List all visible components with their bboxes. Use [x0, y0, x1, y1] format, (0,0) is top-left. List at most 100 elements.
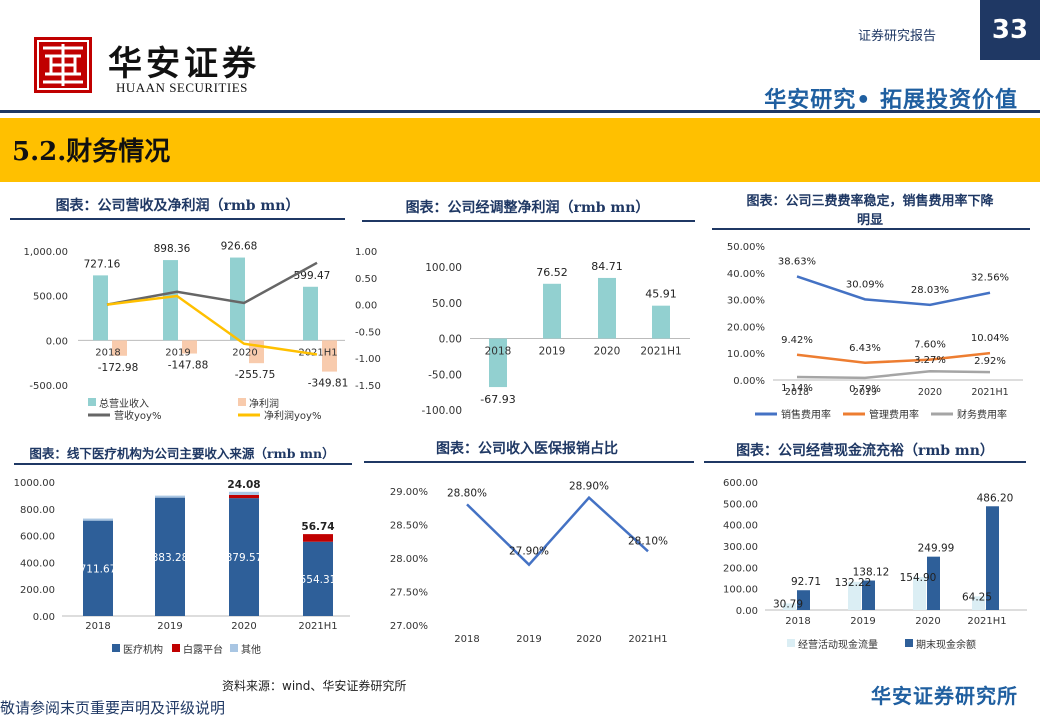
data-label-cash: 138.12: [853, 567, 890, 579]
data-label-revenue: 727.16: [84, 258, 121, 270]
bar-adjusted-profit: [652, 305, 670, 339]
line-series-0: [796, 275, 991, 307]
chart-title-underline: [362, 220, 695, 222]
data-label-net-profit: -147.88: [168, 360, 209, 372]
huaan-seal-logo: [34, 37, 92, 93]
bar-revenue: [303, 286, 318, 341]
x-tick-label: 2019: [157, 621, 182, 632]
bar-revenue: [230, 257, 245, 341]
line-series-1: [796, 351, 991, 365]
y-tick-label: 40.00%: [727, 269, 765, 280]
legend-swatch: [230, 644, 238, 652]
chart-revenue-profit: 1,000.00 500.00 0.00 -500.00 1.00 0.50 0.00 -0.…: [23, 241, 380, 422]
data-label: 2.92%: [974, 356, 1006, 367]
bar-adjusted-profit: [598, 277, 616, 339]
bar-ending-cash: [862, 580, 875, 610]
y-left-tick-label: 1,000.00: [23, 247, 68, 258]
x-tick-label: 2020: [232, 347, 257, 358]
data-label-medical: 711.67: [80, 563, 117, 575]
stacked-bar-segment-0: [229, 498, 259, 616]
chart-title-underline: [14, 463, 352, 465]
x-tick-label: 2020: [918, 387, 942, 398]
x-tick-label: 2018: [85, 621, 110, 632]
data-source-note: 资料来源：wind、华安证券研究所: [222, 679, 407, 693]
y-tick-label: 0.00: [736, 606, 758, 617]
x-tick-label: 2020: [576, 634, 601, 645]
y-tick-label: 500.00: [723, 499, 758, 510]
chart-insurance-share: 29.00% 28.50% 28.00% 27.50% 27.00% 2018 2019 20…: [390, 481, 668, 645]
data-label: 27.90%: [509, 546, 549, 558]
data-label-platform: 56.74: [301, 521, 334, 533]
header-slogan: 华安研究• 拓展投资价值: [764, 88, 1018, 113]
data-label-revenue: 599.47: [294, 270, 331, 282]
data-label-cash: 249.99: [918, 543, 955, 555]
chart-title-adjusted-profit: 图表：公司经调整净利润（rmb mn）: [405, 200, 650, 216]
bar-revenue: [93, 275, 108, 341]
x-tick-label: 2020: [231, 621, 256, 632]
y-right-tick-label: 1.00: [355, 247, 377, 258]
y-left-tick-label: 0.00: [46, 336, 68, 347]
data-label-cash: 92.71: [791, 576, 821, 588]
legend-label: 营收yoy%: [114, 409, 161, 422]
legend-label: 期末现金余额: [916, 638, 976, 651]
y-tick-label: -100.00: [421, 405, 462, 417]
y-tick-label: 50.00%: [727, 242, 765, 253]
y-tick-label: 800.00: [20, 505, 55, 516]
y-left-tick-label: 500.00: [33, 292, 68, 303]
data-label-operating: 64.25: [962, 591, 992, 603]
data-label-medical: 554.31: [300, 574, 337, 586]
x-tick-label: 2020: [915, 616, 940, 627]
stacked-bar-segment-1: [229, 494, 259, 499]
data-label-operating: 30.79: [773, 598, 803, 610]
x-tick-label: 2018: [785, 616, 810, 627]
data-label: 30.09%: [846, 279, 884, 290]
data-label-revenue: 898.36: [154, 243, 191, 255]
bar-ending-cash: [986, 506, 999, 610]
y-tick-label: 200.00: [20, 585, 55, 596]
x-tick-label: 2019: [516, 634, 541, 645]
chart-title-cash-flow: 图表：公司经营现金流充裕（rmb mn）: [736, 443, 994, 459]
legend-label: 销售费用率: [781, 408, 831, 421]
y-right-tick-label: -1.50: [355, 381, 381, 392]
stacked-bar-segment-0: [303, 541, 333, 616]
bar-operating-cash-flow: [972, 596, 985, 610]
legend-label: 医疗机构: [123, 643, 163, 656]
chart-title-expense-ratios-line2: 明显: [856, 213, 883, 228]
y-tick-label: 600.00: [723, 478, 758, 489]
logo-chinese-name: 华安证券: [108, 44, 260, 84]
data-label-medical: 879.57: [226, 552, 263, 564]
legend-label: 总营业收入: [99, 397, 149, 410]
legend-label: 净利润yoy%: [264, 409, 321, 422]
x-tick-label: 2019: [165, 347, 190, 358]
data-label-operating: 154.90: [900, 572, 937, 584]
chart-revenue-source: 1000.00 800.00 600.00 400.00 200.00 0.00 711.6…: [14, 478, 350, 656]
y-right-tick-label: -0.50: [355, 327, 381, 338]
data-label: 84.71: [591, 260, 623, 273]
x-tick-label: 2021H1: [640, 346, 681, 358]
stacked-bar-segment-0: [83, 520, 113, 616]
data-label: 38.63%: [778, 256, 816, 267]
y-tick-label: 0.00: [439, 334, 462, 346]
x-tick-label: 2018: [454, 634, 479, 645]
data-label: 28.10%: [628, 535, 668, 547]
chart-title-underline: [10, 218, 345, 220]
x-tick-label: 2020: [594, 346, 621, 358]
legend-label: 其他: [241, 643, 261, 656]
stacked-bar-segment-2: [83, 518, 113, 521]
x-tick-label: 2021H1: [298, 621, 337, 632]
stacked-bar-segment-0: [155, 497, 185, 616]
data-label: 3.27%: [914, 355, 946, 366]
disclaimer-link[interactable]: 敬请参阅末页重要声明及评级说明: [0, 699, 226, 717]
stacked-bar-segment-2: [229, 491, 259, 495]
x-tick-label: 2019: [850, 616, 875, 627]
data-label: 32.56%: [971, 273, 1009, 284]
y-tick-label: 300.00: [723, 542, 758, 553]
x-tick-label: 2019: [539, 346, 566, 358]
logo-english-name: HUAAN SECURITIES: [116, 80, 248, 95]
stacked-bar-segment-2: [155, 495, 185, 498]
data-label: 0.79%: [849, 384, 881, 395]
y-tick-label: 28.00%: [390, 554, 428, 565]
data-label-medical: 883.28: [152, 552, 189, 564]
bar-net-profit: [112, 340, 127, 356]
y-tick-label: 400.00: [723, 521, 758, 532]
